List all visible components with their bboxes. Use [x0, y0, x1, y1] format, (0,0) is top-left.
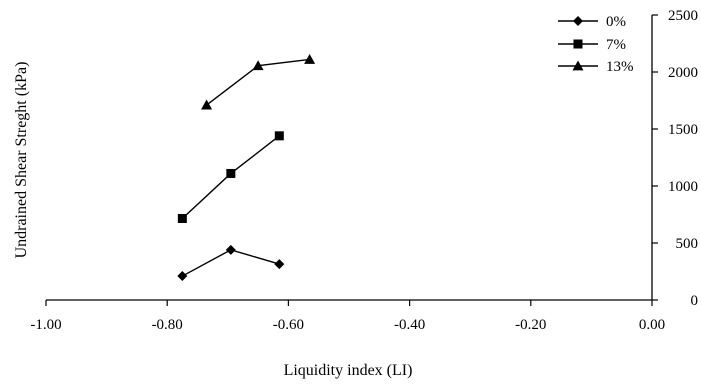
- y-tick-label: 1000: [668, 179, 698, 195]
- data-point: [225, 244, 236, 255]
- series-1: [177, 131, 284, 223]
- x-tick-label: -0.20: [515, 317, 546, 333]
- legend-marker: [573, 39, 583, 49]
- axes: -1.00 -0.80 -0.60 -0.40 -0.20 0.00 0 500 1000 150…: [30, 8, 698, 333]
- data-point: [252, 60, 264, 71]
- x-tick-label: -0.40: [394, 317, 425, 333]
- y-tick-label: 500: [676, 236, 699, 252]
- legend: 0% 7% 13%: [558, 14, 634, 75]
- legend-label: 7%: [606, 37, 626, 53]
- x-tick-label: -0.80: [152, 317, 183, 333]
- x-tick-label: -1.00: [30, 317, 61, 333]
- x-tick-label: 0.00: [639, 317, 665, 333]
- y-tick-label: 2000: [668, 65, 698, 81]
- y-tick-label: 2500: [668, 8, 698, 24]
- data-point: [274, 259, 285, 270]
- series-group: [177, 53, 316, 282]
- y-tick-label: 0: [691, 293, 699, 309]
- data-point: [177, 271, 188, 282]
- series-0: [177, 244, 285, 282]
- series-2: [201, 53, 316, 110]
- data-point: [201, 99, 213, 110]
- data-point: [177, 213, 187, 223]
- y-axis-title: Undrained Shear Streght (kPa): [13, 62, 30, 259]
- legend-item: 13%: [558, 59, 634, 75]
- x-axis-title: Liquidity index (LI): [284, 362, 413, 379]
- y-tick-label: 1500: [668, 122, 698, 138]
- data-point: [226, 168, 236, 178]
- legend-item: 7%: [558, 37, 626, 53]
- legend-label: 0%: [606, 14, 626, 30]
- legend-label: 13%: [606, 59, 634, 75]
- legend-item: 0%: [558, 14, 626, 30]
- data-point: [304, 53, 316, 64]
- data-point: [274, 131, 284, 141]
- x-tick-label: -0.60: [273, 317, 304, 333]
- legend-marker: [572, 60, 584, 71]
- legend-marker: [573, 16, 583, 26]
